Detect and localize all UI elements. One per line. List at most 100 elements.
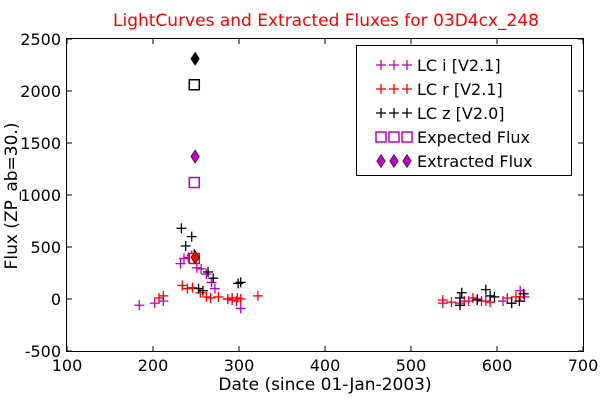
data-point [437,295,448,306]
x-axis-label: Date (since 01-Jan-2003) [218,375,431,395]
data-point [455,300,466,311]
data-point [208,273,219,284]
legend-marker-plus [389,60,399,70]
y-tick-label: 500 [30,238,61,257]
x-tick-label: 200 [138,356,169,375]
legend-label: LC z [V2.0] [417,104,505,123]
data-point [197,285,208,296]
legend-marker-plus [376,108,386,118]
data-point [514,296,525,307]
data-point [201,291,212,302]
data-point [485,290,496,301]
data-point [205,292,216,303]
axis-ticks: 100 200 300 400 500 600 700 -500 0 500 1000 1500 200… [20,30,598,375]
legend-entry: LC i [V2.1] [376,56,501,75]
data-point [472,295,483,306]
legend-marker-square [375,131,387,143]
data-point [213,291,224,302]
legend-marker-plus [389,84,399,94]
data-point [191,262,202,273]
legend-marker-plus [389,108,399,118]
x-tick-label: 400 [310,356,341,375]
data-point [203,266,214,277]
legend-marker-plus [402,108,412,118]
data-point [201,269,212,280]
y-tick-label: -500 [25,342,61,361]
data-point [176,223,187,234]
legend-entry: Extracted Flux [376,152,533,171]
series-1 [154,280,526,308]
data-point [506,298,517,309]
legend: LC i [V2.1] LC r [V2.1] LC z [V2.0] Expecte… [356,45,572,176]
x-tick-label: 600 [482,356,513,375]
data-point [518,288,529,299]
series-2 [176,223,529,311]
legend-marker-diamond [376,153,386,169]
data-point [190,250,200,265]
y-tick-label: 1000 [20,186,61,205]
legend-marker-diamond [389,153,399,169]
y-tick-label: 2000 [20,82,61,101]
data-point [446,297,457,308]
data-point [158,290,169,301]
data-point [222,294,233,304]
legend-entry: Expected Flux [375,128,530,147]
data-point [180,240,191,251]
data-point [206,277,217,288]
data-point [233,278,244,289]
legend-marker-square [388,131,400,143]
x-tick-label: 100 [52,356,83,375]
data-point [195,287,206,298]
data-point [190,51,200,66]
legend-marker-plus [376,60,386,70]
legend-marker-plus [376,84,386,94]
x-tick-label: 700 [568,356,599,375]
legend-marker-plus [402,60,412,70]
data-point [182,283,193,294]
data-point [209,283,220,294]
x-tick-label: 300 [224,356,255,375]
data-point [502,292,513,303]
data-point [456,287,467,298]
series-4 [190,51,200,265]
legend-entries: LC i [V2.1] LC r [V2.1] LC z [V2.0] Expecte… [375,56,533,171]
data-point [178,253,189,264]
data-point [489,291,500,302]
data-point [231,296,242,307]
legend-box [356,45,572,176]
data-point [252,290,263,301]
data-point [154,292,165,303]
data-point [467,292,478,303]
data-point [235,303,246,314]
data-point [177,280,188,291]
x-tick-label: 500 [396,356,427,375]
legend-entry: LC z [V2.0] [376,104,505,123]
data-point [175,258,186,269]
data-point [476,296,487,307]
plot-area-frame [66,38,584,352]
legend-marker-square [401,131,413,143]
legend-marker-plus [402,84,412,94]
series-3 [188,79,201,265]
data-point [188,176,201,189]
data-point [196,263,207,274]
data-point [235,277,246,288]
chart-title: LightCurves and Extracted Fluxes for 03D… [113,11,539,31]
data-point [193,283,204,294]
data-point [190,149,200,164]
data-point [480,284,491,295]
data-point [149,298,160,309]
y-tick-label: 2500 [20,30,61,49]
y-tick-label: 1500 [20,134,61,153]
legend-label: LC r [V2.1] [417,80,503,99]
data-point [235,294,246,304]
series-layer [134,51,530,314]
data-point [186,231,197,242]
legend-marker-diamond [402,153,412,169]
data-point [187,282,198,293]
y-axis-label: Flux (ZP_ab=30.) [2,123,22,270]
y-tick-label: 0 [51,290,61,309]
data-point [134,300,145,311]
data-point [188,79,201,91]
